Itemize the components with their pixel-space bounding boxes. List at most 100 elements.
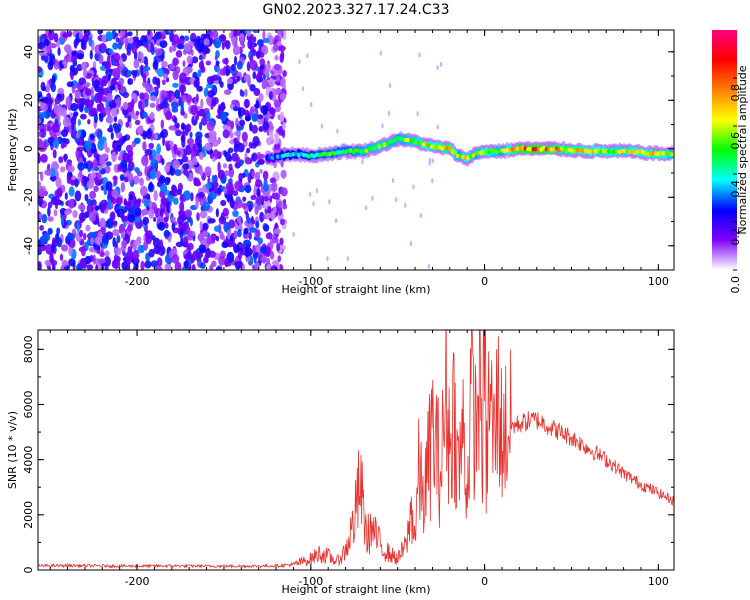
spectrogram-noise-cell xyxy=(112,220,118,226)
spectrogram-noise-cell xyxy=(215,266,222,270)
spectrogram-noise-cell xyxy=(264,78,268,89)
x-tick-label: -100 xyxy=(298,275,323,288)
spectrogram-noise-cell xyxy=(40,102,48,112)
spectrogram-signal-core xyxy=(354,148,358,153)
colorbar-tick-label: 0.8 xyxy=(729,84,742,102)
spectrogram-noise-cell xyxy=(271,181,278,192)
spectrogram-noise-cell xyxy=(145,234,152,245)
spectrogram-noise-cell xyxy=(219,231,224,240)
spectrogram-noise-cell xyxy=(231,36,236,47)
spectrogram-noise-cell xyxy=(117,41,123,50)
spectrogram-noise-cell xyxy=(42,34,48,40)
spectrogram-noise-cell xyxy=(118,223,126,235)
spectrogram-signal-core xyxy=(333,151,337,156)
spectrogram-noise-cell xyxy=(70,71,74,81)
spectrogram-signal-core xyxy=(276,154,280,159)
spectrogram-noise-cell xyxy=(41,213,48,224)
spectrogram-noise-cell xyxy=(245,247,253,257)
spectrogram-noise-cell xyxy=(47,43,51,54)
spectrogram-noise-cell xyxy=(72,210,78,218)
spectrogram-noise-cell xyxy=(168,125,177,131)
spectrogram-noise-cell xyxy=(233,55,238,66)
spectrogram-noise-cell xyxy=(262,170,269,181)
spectrogram-noise-cell xyxy=(67,30,73,37)
spectrogram-noise-cell xyxy=(127,150,134,158)
spectrogram-noise-cell xyxy=(279,92,287,101)
spectrogram-signal-core xyxy=(570,148,575,154)
spectrogram-noise-cell xyxy=(178,210,184,216)
spectrogram-noise-cell xyxy=(225,66,229,77)
spectrogram-noise-cell xyxy=(113,177,118,186)
spectrogram-noise-cell xyxy=(246,217,252,224)
spectrogram-noise-cell xyxy=(182,60,186,67)
spectrogram-noise-cell xyxy=(135,110,140,116)
spectrogram-noise-cell xyxy=(49,53,55,61)
spectrogram-noise-cell xyxy=(234,180,243,192)
spectrogram-noise-cell xyxy=(68,186,75,197)
spectrogram-noise-cell xyxy=(126,251,134,261)
spectrogram-noise-cell xyxy=(159,40,168,49)
spectrogram-noise-cell xyxy=(111,189,119,199)
spectrogram-noise-cell xyxy=(78,102,84,113)
spectrogram-noise-cell xyxy=(232,210,239,218)
spectrogram-noise-cell xyxy=(163,229,170,238)
spectrogram-noise-cell xyxy=(268,90,273,100)
spectrogram-noise-cell xyxy=(154,48,163,56)
spectrogram-noise-cell xyxy=(279,218,285,226)
colorbar-tick-label: 0.2 xyxy=(729,228,742,246)
spectrogram-noise-cell xyxy=(202,201,211,212)
spectrogram-noise-cell xyxy=(249,59,258,71)
spectrogram-noise-cell xyxy=(170,101,179,109)
spectrogram-noise-cell xyxy=(177,38,185,45)
spectrogram-noise-cell xyxy=(255,74,261,82)
spectrogram-noise-cell xyxy=(132,249,140,260)
spectrogram-noise-cell xyxy=(132,36,139,42)
spectrogram-noise-cell xyxy=(418,52,421,58)
spectrogram-noise-cell xyxy=(387,110,391,116)
colorbar: 0.0 0.2 0.4 0.6 0.8 Normalized spectral ampl… xyxy=(712,30,749,294)
spectrogram-noise-cell xyxy=(100,199,109,207)
spectrogram-noise-cell xyxy=(255,194,263,205)
spectrogram-noise-cell xyxy=(52,139,59,148)
spectrogram-noise-cell xyxy=(116,235,121,243)
spectrogram-noise-cell xyxy=(257,39,264,47)
spectrogram-signal-core xyxy=(654,151,658,156)
spectrogram-signal-core xyxy=(468,153,473,159)
spectrogram-noise-cell xyxy=(137,244,145,254)
spectrogram-noise-cell xyxy=(103,141,108,150)
spectrogram-noise-cell xyxy=(126,50,131,56)
spectrogram-noise-cell xyxy=(97,30,103,35)
spectrogram-noise-cell xyxy=(231,63,236,72)
spectrogram-noise-cell xyxy=(268,78,275,88)
spectrogram-noise-cell xyxy=(265,232,273,240)
spectrogram-noise-cell xyxy=(215,208,219,218)
spectrogram-noise-cell xyxy=(267,137,271,146)
spectrogram-noise-cell xyxy=(371,195,374,201)
spectrogram-signal-core xyxy=(476,150,481,156)
spectrogram-noise-cell xyxy=(226,120,233,127)
spectrogram-noise-cell xyxy=(127,172,134,183)
spectrogram-noise-cell xyxy=(282,70,287,78)
spectrogram-noise-cell xyxy=(73,38,78,49)
spectrogram-noise-cell xyxy=(232,45,241,56)
spectrogram-noise-cell xyxy=(113,247,122,256)
spectrogram-noise-cell xyxy=(264,68,269,77)
spectrogram-noise-cell xyxy=(199,169,204,176)
spectrogram-signal-core xyxy=(466,155,470,161)
spectrogram-noise-cell xyxy=(137,198,142,204)
spectrogram-noise-cell xyxy=(223,66,226,76)
spectrogram-noise-cell xyxy=(251,152,258,162)
spectrogram-noise-cell xyxy=(172,82,179,88)
spectrogram-noise-cell xyxy=(172,69,179,81)
spectrogram-noise-cell xyxy=(148,153,153,161)
spectrogram-noise-cell xyxy=(107,73,111,81)
spectrogram-noise-cell xyxy=(163,216,169,223)
spectrogram-noise-cell xyxy=(125,121,130,128)
spectrogram-noise-cell xyxy=(186,55,193,65)
spectrogram-noise-cell xyxy=(249,122,253,132)
spectrogram-noise-cell xyxy=(148,208,155,219)
spectrogram-noise-cell xyxy=(38,249,42,256)
spectrogram-noise-cell xyxy=(76,221,80,233)
spectrogram-noise-cell xyxy=(238,172,243,183)
spectrogram-noise-cell xyxy=(38,152,41,164)
